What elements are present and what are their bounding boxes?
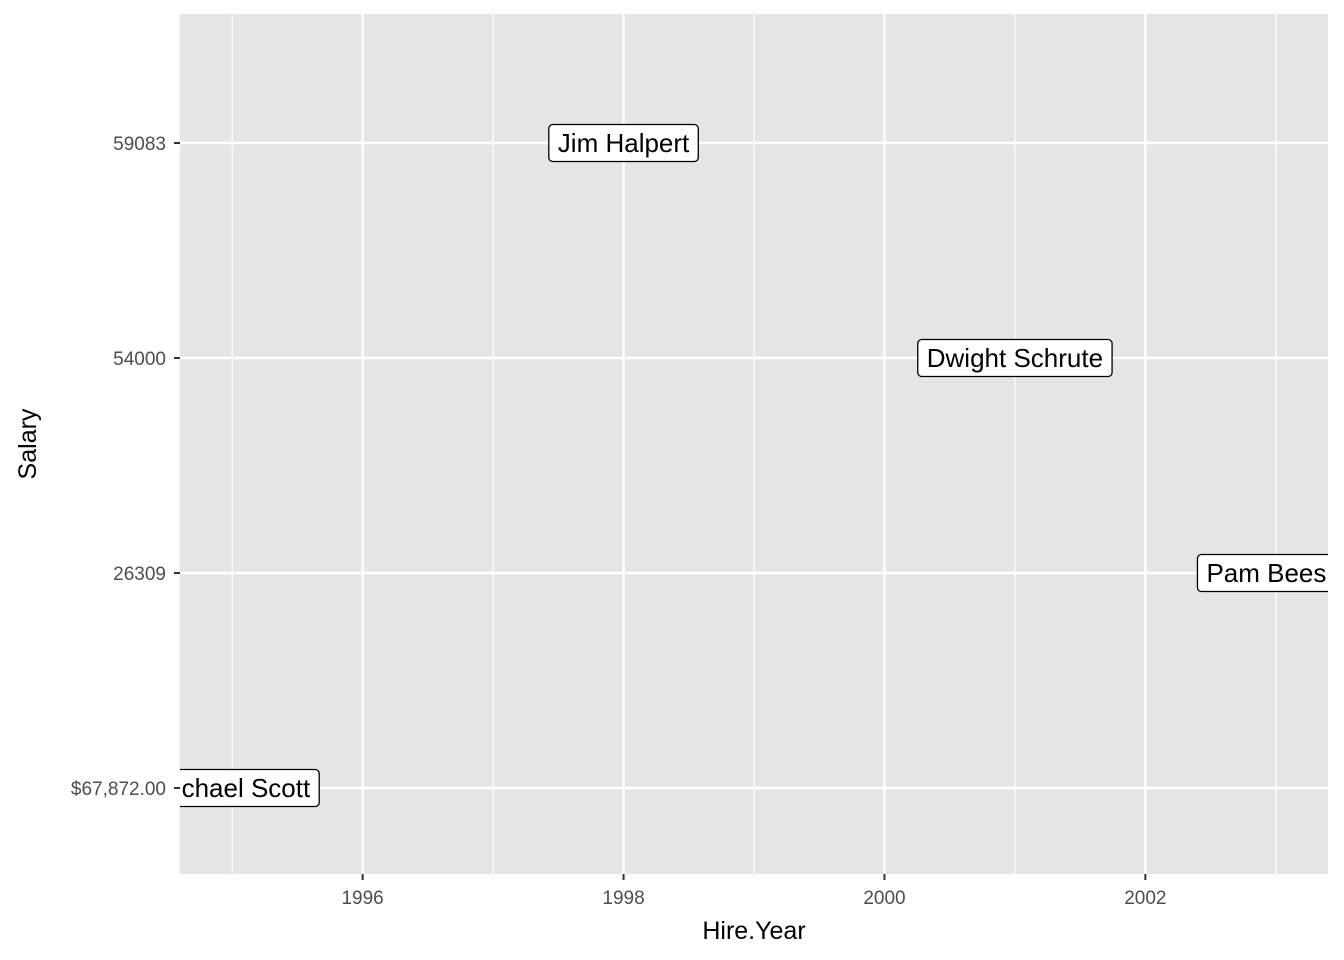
point-label: Jim Halpert: [548, 123, 699, 163]
y-axis-title: Salary: [14, 408, 42, 479]
x-tick-label: 2000: [863, 888, 905, 909]
y-tick-label: 59083: [113, 134, 166, 155]
point-label: Pam Beesly: [1196, 553, 1344, 593]
point-label-box: [548, 123, 699, 163]
point-label-box: [1196, 553, 1328, 593]
x-tick-label: 2002: [1124, 888, 1166, 909]
point-label-text: Dwight Schrute: [927, 343, 1103, 373]
y-tick-label: 26309: [113, 564, 166, 585]
point-label: Dwight Schrute: [917, 338, 1113, 378]
x-axis: 1996 1998 2000 2002: [341, 874, 1167, 909]
grid-minor: [231, 14, 1277, 874]
x-tick-label: 1998: [602, 888, 644, 909]
x-axis-title: Hire.Year: [702, 917, 805, 945]
point-labels: Michael Scott Jim Halpert Dwight Schrute Pa…: [154, 123, 1344, 808]
point-label-box: [180, 768, 320, 808]
y-tick-label: $67,872.00: [71, 779, 166, 800]
x-tick-label: 1996: [341, 888, 383, 909]
point-label-text: Jim Halpert: [558, 128, 690, 158]
y-tick-label: 54000: [113, 349, 166, 370]
point-label-text: Pam Beesly: [1206, 558, 1344, 588]
grid-major: [180, 14, 1328, 874]
point-label: Michael Scott: [154, 768, 320, 808]
point-label-box: [917, 338, 1113, 378]
point-label-text: Michael Scott: [154, 773, 311, 803]
y-axis: $67,872.00 26309 54000 59083: [71, 134, 180, 800]
